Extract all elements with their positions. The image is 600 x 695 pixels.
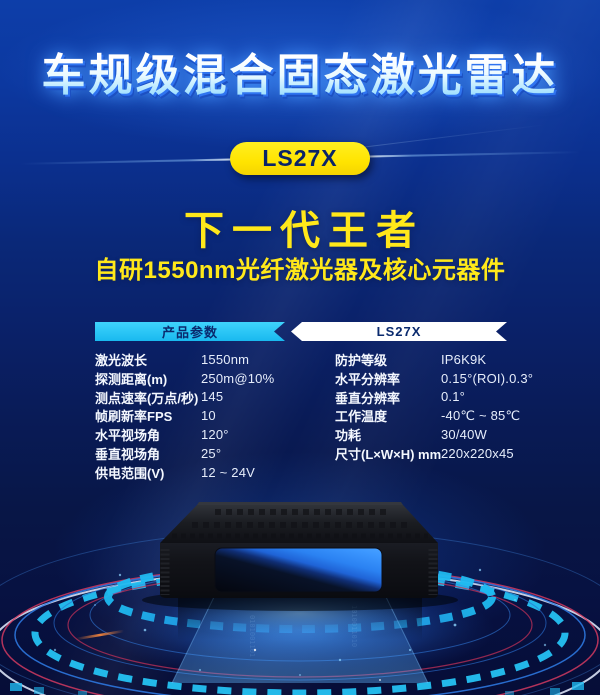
- spec-value: 145: [201, 389, 224, 405]
- spec-row: 垂直分辨率 0.1°: [335, 388, 565, 407]
- spec-value: 0.15°(ROI).0.3°: [441, 370, 534, 386]
- svg-text:1010011010: 1010011010: [350, 605, 358, 647]
- spec-row: 供电范围(V) 12 ~ 24V: [95, 463, 320, 482]
- spec-label: 探测距离(m): [95, 371, 168, 387]
- spec-value: 12 ~ 24V: [201, 464, 256, 480]
- spec-value: 10: [201, 408, 216, 424]
- spec-row: 功耗 30/40W: [335, 425, 565, 444]
- subheadline: 自研1550nm光纤激光器及核心元器件: [94, 257, 506, 284]
- spec-row: 防护等级 IP6K9K: [335, 350, 565, 369]
- spec-label: 水平视场角: [95, 428, 161, 444]
- beam-edge-right: [384, 594, 429, 684]
- binary-code-glow-text: 0101001101 1010011010: [248, 605, 358, 657]
- spec-label: 垂直分辨率: [335, 390, 401, 406]
- spec-label: 帧刷新率FPS: [95, 409, 173, 425]
- lidar-window: [214, 547, 383, 593]
- spec-label: 供电范围(V): [95, 465, 165, 481]
- spec-value: 30/40W: [441, 427, 488, 443]
- spec-value: 1550nm: [201, 351, 250, 367]
- spec-header-right-ribbon: LS27X: [291, 322, 507, 341]
- spec-label: 垂直视场角: [95, 446, 161, 462]
- particle-dots: [53, 568, 547, 681]
- spec-row: 垂直视场角 25°: [95, 444, 320, 463]
- spec-value: IP6K9K: [441, 351, 487, 367]
- model-badge-label: LS27X: [262, 145, 338, 171]
- spec-value: 0.1°: [441, 389, 466, 405]
- spec-label: 功耗: [335, 428, 362, 444]
- spec-header-left-ribbon: 产品参数: [95, 322, 285, 341]
- spec-value: 250m@10%: [201, 370, 275, 386]
- headline: 下一代王者: [184, 209, 424, 253]
- poster-title: 车规级混合固态激光雷达: [0, 50, 600, 103]
- spec-row: 帧刷新率FPS 10: [95, 406, 320, 425]
- tech-pixel-blocks: [10, 682, 584, 695]
- spec-value: -40℃ ~ 85℃: [441, 407, 521, 423]
- model-badge: LS27X: [230, 142, 370, 175]
- spec-value: 120°: [201, 427, 229, 443]
- spec-label: 工作温度: [335, 409, 388, 425]
- spec-row: 水平分辨率 0.15°(ROI).0.3°: [335, 369, 565, 388]
- spec-column-right: 防护等级 IP6K9K 水平分辨率 0.15°(ROI).0.3° 垂直分辨率 0.1…: [335, 350, 565, 463]
- spec-label: 激光波长: [95, 352, 148, 368]
- lidar-device-illustration: [142, 502, 458, 611]
- svg-text:0101001101: 0101001101: [248, 615, 256, 657]
- product-scene: 0101001101 1010011010: [0, 502, 600, 695]
- spec-label: 防护等级: [335, 352, 388, 368]
- orange-streak: [74, 629, 126, 641]
- spec-column-left: 激光波长 1550nm 探测距离(m) 250m@10% 测点速率(万点/秒) 145…: [95, 350, 320, 482]
- spec-row: 尺寸(L×W×H) mm 220x220x45: [335, 444, 565, 463]
- spec-label: 测点速率(万点/秒): [95, 390, 199, 406]
- spec-value: 25°: [201, 445, 222, 461]
- beam-edge-left: [171, 594, 216, 684]
- spec-value: 220x220x45: [441, 445, 514, 461]
- spec-label: 水平分辨率: [335, 371, 401, 387]
- spec-row: 工作温度 -40℃ ~ 85℃: [335, 406, 565, 425]
- spec-header-left-label: 产品参数: [161, 325, 218, 340]
- spec-row: 水平视场角 120°: [95, 425, 320, 444]
- spec-row: 测点速率(万点/秒) 145: [95, 388, 320, 407]
- spec-header-right-label: LS27X: [376, 324, 422, 339]
- spec-row: 探测距离(m) 250m@10%: [95, 369, 320, 388]
- spec-row: 激光波长 1550nm: [95, 350, 320, 369]
- light-beam: [172, 595, 428, 683]
- spec-label: 尺寸(L×W×H) mm: [335, 446, 442, 462]
